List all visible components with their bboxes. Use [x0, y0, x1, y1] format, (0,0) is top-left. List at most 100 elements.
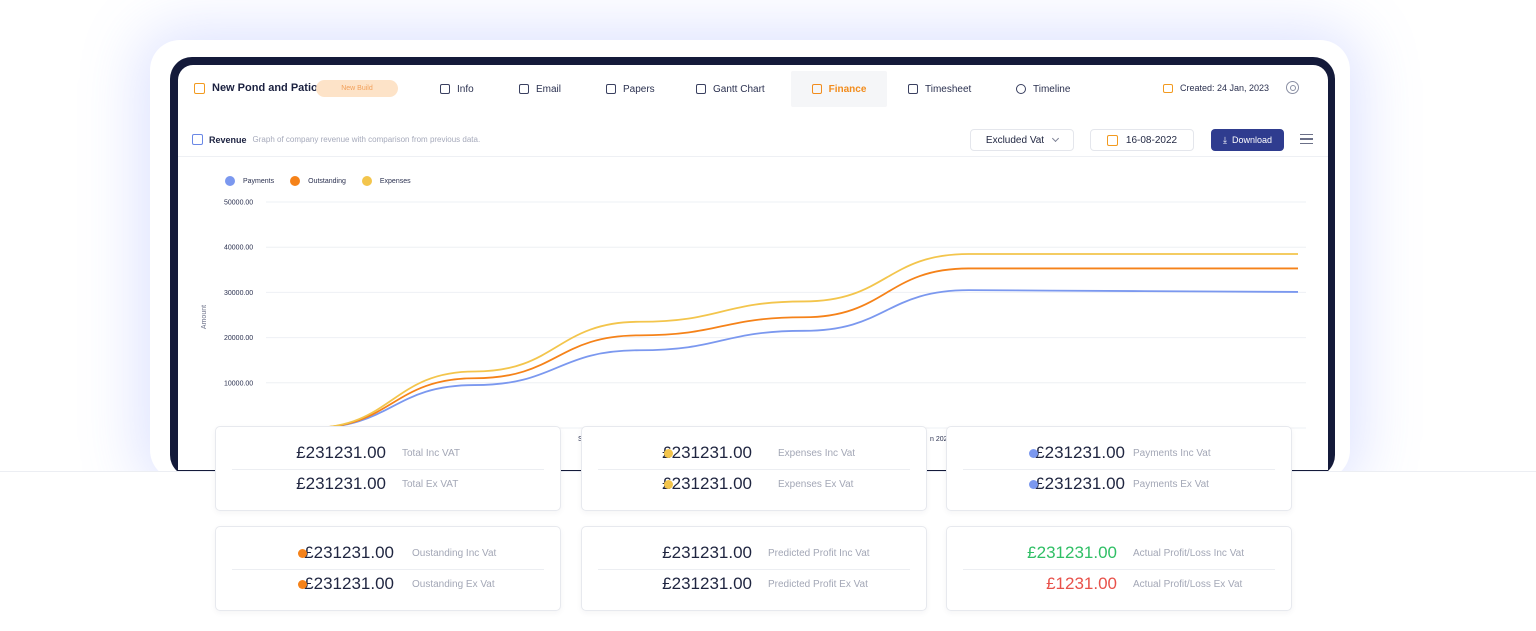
coins-icon: [192, 134, 203, 145]
legend-item-payments[interactable]: Payments: [225, 176, 274, 186]
legend-dot: [290, 176, 301, 186]
card-divider: [232, 569, 544, 570]
project-title[interactable]: New Pond and Patio: [194, 82, 318, 94]
app-screen: New Pond and Patio New Build Info Email …: [178, 65, 1328, 470]
briefcase-icon: [194, 82, 205, 94]
date-value: 16-08-2022: [1125, 134, 1178, 146]
card-row: £231231.00 Actual Profit/Loss Inc Vat: [947, 543, 1291, 563]
tab-gantt-chart[interactable]: Gantt Chart: [696, 71, 765, 107]
revenue-description: Graph of company revenue with comparison…: [252, 135, 481, 144]
card-amount: £231231.00: [662, 474, 752, 493]
card-amount: £231231.00: [296, 443, 386, 462]
card-label: Expenses Inc Vat: [778, 447, 856, 459]
card-divider: [598, 569, 910, 570]
legend-label: Payments: [243, 177, 275, 185]
card-row: £231231.00 Expenses Inc Vat: [582, 443, 926, 463]
card-row: £231231.00 Predicted Profit Inc Vat: [582, 543, 926, 563]
tab-label: Papers: [623, 83, 655, 95]
tab-info[interactable]: Info: [440, 71, 474, 107]
card-row: £231231.00 Oustanding Inc Vat: [216, 543, 560, 563]
card-row: £231231.00 Oustanding Ex Vat: [216, 574, 560, 594]
legend-dot: [361, 176, 372, 186]
expenses-line: [309, 253, 1298, 429]
tab-timeline[interactable]: Timeline: [1016, 71, 1070, 107]
card-label: Total Ex VAT: [402, 478, 459, 490]
card-amount: £231231.00: [304, 543, 394, 562]
document-icon: [606, 84, 616, 94]
y-tick-label: 50000.00: [224, 200, 253, 207]
status-badge: New Build: [316, 80, 398, 97]
tab-label: Info: [457, 83, 474, 95]
tab-email[interactable]: Email: [519, 71, 561, 107]
card-row: £231231.00 Total Inc VAT: [216, 443, 560, 463]
revenue-chart: 50000.00 40000.00 30000.00 20000.00 10000.00…: [201, 200, 1306, 443]
outstanding-line: [309, 267, 1298, 429]
tab-label: Timeline: [1033, 83, 1071, 95]
hamburger-menu-icon[interactable]: [1300, 134, 1313, 144]
revenue-toolbar: Revenue Graph of company revenue with co…: [178, 121, 1328, 157]
y-tick-label: 40000.00: [224, 245, 253, 252]
card-amount: £231231.00: [304, 574, 394, 593]
x-tick-label: S: [578, 436, 583, 443]
clock-icon: [1016, 84, 1026, 94]
gear-icon[interactable]: [1286, 81, 1299, 94]
tab-label: Gantt Chart: [713, 83, 765, 95]
status-dot: [298, 549, 307, 558]
bar-chart-icon: [811, 84, 822, 94]
status-dot: [664, 449, 673, 458]
y-tick-label: 10000.00: [224, 380, 253, 387]
vat-select[interactable]: Excluded Vat: [970, 129, 1074, 151]
card-label: Payments Inc Vat: [1133, 447, 1211, 459]
top-nav: New Pond and Patio New Build Info Email …: [178, 71, 1328, 111]
revenue-heading: Revenue Graph of company revenue with co…: [192, 134, 480, 145]
download-icon: ⤓: [1222, 134, 1227, 145]
legend-item-outstanding[interactable]: Outstanding: [290, 176, 346, 186]
legend-dot: [225, 176, 235, 186]
y-tick-label: 30000.00: [224, 290, 253, 297]
card-divider: [963, 469, 1275, 470]
card-amount: £231231.00: [1035, 474, 1125, 493]
vat-select-value: Excluded Vat: [985, 134, 1045, 146]
status-dot: [298, 580, 307, 589]
y-axis-label: Amount: [201, 305, 208, 329]
card-row: £231231.00 Payments Ex Vat: [947, 474, 1291, 494]
payments-line: [309, 289, 1299, 429]
card-amount: £1231.00: [1046, 574, 1117, 593]
card-amount: £231231.00: [1027, 543, 1117, 562]
legend-item-expenses[interactable]: Expenses: [361, 176, 411, 186]
outstanding-card: £231231.00 Oustanding Inc Vat £231231.00 Ou…: [215, 526, 561, 611]
card-label: Actual Profit/Loss Inc Vat: [1133, 547, 1244, 559]
tab-label: Timesheet: [925, 83, 972, 95]
actual-profit-card: £231231.00 Actual Profit/Loss Inc Vat £123…: [946, 526, 1292, 611]
download-button[interactable]: ⤓ Download: [1211, 129, 1284, 151]
project-name: New Pond and Patio: [212, 82, 318, 94]
card-row: £231231.00 Total Ex VAT: [216, 474, 560, 494]
date-picker[interactable]: 16-08-2022: [1090, 129, 1194, 151]
tab-papers[interactable]: Papers: [606, 71, 655, 107]
tab-label: Email: [536, 83, 562, 95]
card-amount: £231231.00: [662, 574, 752, 593]
card-label: Oustanding Ex Vat: [412, 578, 495, 590]
payments-card: £231231.00 Payments Inc Vat £231231.00 Paym…: [946, 426, 1292, 511]
revenue-title: Revenue: [209, 134, 247, 145]
card-amount: £231231.00: [662, 443, 752, 462]
mail-icon: [519, 84, 529, 94]
card-row: £231231.00 Expenses Ex Vat: [582, 474, 926, 494]
status-dot: [1029, 449, 1038, 458]
card-label: Expenses Ex Vat: [778, 478, 854, 490]
y-tick-label: 20000.00: [224, 335, 253, 342]
calendar-icon: [1106, 134, 1118, 146]
card-divider: [598, 469, 910, 470]
tab-finance[interactable]: Finance: [791, 71, 887, 107]
download-label: Download: [1231, 135, 1272, 145]
x-tick-label: n 202: [930, 436, 948, 443]
card-amount: £231231.00: [296, 474, 386, 493]
chart-legend: Payments Outstanding Expenses: [225, 176, 411, 186]
card-divider: [232, 469, 544, 470]
card-amount: £231231.00: [662, 543, 752, 562]
tab-timesheet[interactable]: Timesheet: [908, 71, 971, 107]
created-date: Created: 24 Jan, 2023: [1163, 83, 1269, 93]
created-label: Created: 24 Jan, 2023: [1180, 83, 1270, 93]
predicted-profit-card: £231231.00 Predicted Profit Inc Vat £23123…: [581, 526, 927, 611]
